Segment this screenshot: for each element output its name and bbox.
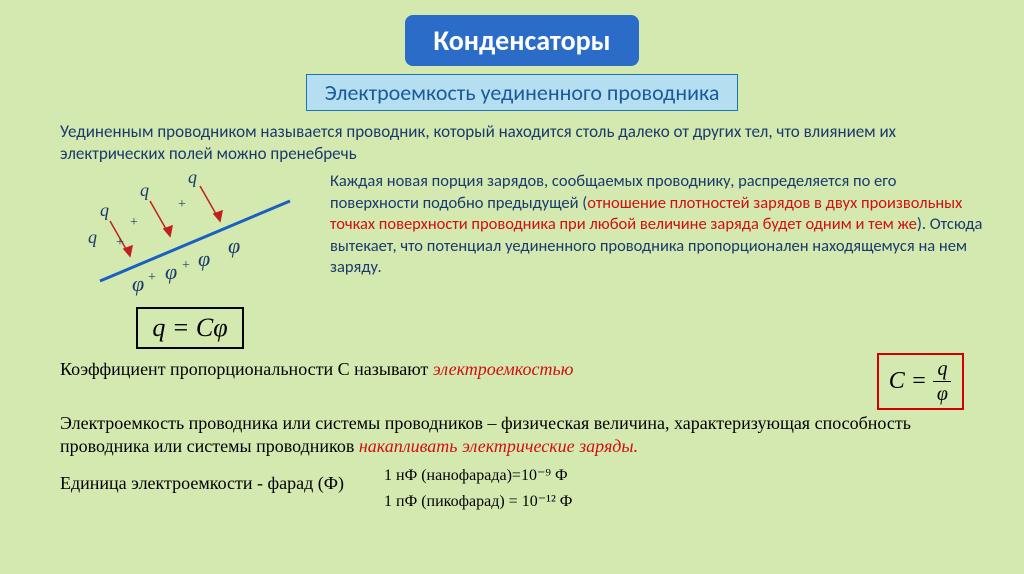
svg-text:q: q [100, 200, 109, 220]
svg-text:+: + [178, 197, 186, 212]
svg-text:q: q [188, 171, 197, 187]
c-eq: = [911, 368, 927, 395]
capacitance-formula: C = q φ [877, 353, 964, 410]
koef-pre: Коэффициент пропорциональности С называю… [60, 359, 433, 379]
svg-text:q: q [88, 227, 97, 247]
svg-text:+: + [130, 215, 138, 230]
mid-row: q q + q + q + φ + φ + φ φ q = Cφ Каждая … [60, 171, 984, 349]
main-equation: q = Cφ [136, 307, 243, 349]
svg-text:φ: φ [165, 259, 177, 284]
svg-text:φ: φ [132, 271, 144, 296]
c-lhs: C [889, 368, 905, 395]
unit-line: Единица электроемкости - фарад (Ф) [60, 463, 344, 514]
explanation-text: Каждая новая порция зарядов, сообщаемых … [330, 171, 984, 349]
conv-line-1: 1 нФ (нанофарада)=10⁻⁹ Ф [384, 463, 572, 489]
svg-text:φ: φ [198, 246, 210, 271]
svg-text:+: + [148, 270, 156, 285]
conv-line-2: 1 пФ (пикофарад) = 10⁻¹² Ф [384, 489, 572, 515]
conductor-diagram: q q + q + q + φ + φ + φ φ [70, 171, 310, 311]
diagram-column: q q + q + q + φ + φ + φ φ q = Cφ [60, 171, 320, 349]
c-fraction: q φ [933, 359, 952, 404]
koef-red: электроемкостью [433, 359, 574, 379]
slide-subtitle: Электроемкость уединенного проводника [306, 74, 739, 111]
svg-text:q: q [140, 180, 149, 200]
svg-text:φ: φ [228, 233, 240, 258]
c-num: q [933, 359, 951, 382]
svg-text:+: + [116, 235, 124, 250]
conversions: 1 нФ (нанофарада)=10⁻⁹ Ф 1 пФ (пикофарад… [384, 463, 572, 514]
slide-title: Конденсаторы [405, 15, 638, 66]
definition-text: Электроемкость проводника или системы пр… [60, 412, 984, 457]
def-red: накапливать электрические заряды. [359, 436, 638, 456]
bottom-row: Единица электроемкости - фарад (Ф) 1 нФ … [60, 463, 984, 514]
coefficient-text: Коэффициент пропорциональности С называю… [60, 353, 847, 380]
intro-paragraph: Уединенным проводником называется провод… [60, 121, 984, 165]
c-den: φ [933, 382, 952, 404]
coefficient-row: Коэффициент пропорциональности С называю… [60, 353, 984, 410]
svg-text:+: + [182, 258, 190, 273]
